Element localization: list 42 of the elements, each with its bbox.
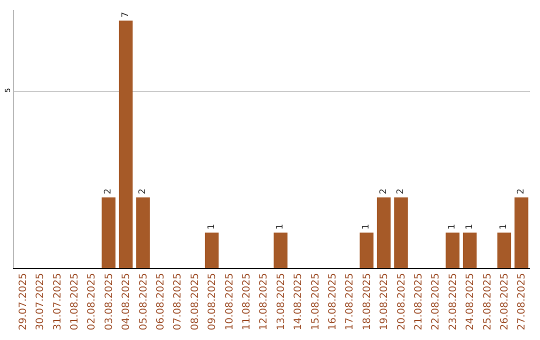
x-tick-label: 04.08.2025 bbox=[121, 273, 132, 330]
x-tick-label: 18.08.2025 bbox=[362, 273, 373, 330]
data-label: 1 bbox=[206, 224, 217, 230]
data-label: 1 bbox=[464, 224, 475, 230]
x-tick-label: 14.08.2025 bbox=[293, 273, 304, 330]
x-tick-label: 10.08.2025 bbox=[224, 273, 236, 330]
x-tick-label: 03.08.2025 bbox=[104, 273, 115, 330]
data-label: 2 bbox=[516, 188, 526, 194]
x-tick-label: 26.08.2025 bbox=[499, 273, 510, 330]
x-tick-label: 07.08.2025 bbox=[172, 273, 184, 330]
x-tick-label: 06.08.2025 bbox=[155, 273, 166, 330]
x-tick-label: 11.08.2025 bbox=[241, 273, 252, 330]
data-label: 7 bbox=[120, 12, 131, 18]
x-tick-label: 31.07.2025 bbox=[52, 273, 64, 330]
data-label: 1 bbox=[362, 224, 372, 230]
x-tick-label: 30.07.2025 bbox=[35, 273, 46, 330]
x-tick-label: 25.08.2025 bbox=[482, 273, 494, 330]
x-tick-label: 02.08.2025 bbox=[86, 273, 98, 330]
x-tick-label: 19.08.2025 bbox=[379, 273, 390, 330]
data-label: 2 bbox=[396, 188, 406, 194]
x-tick-label: 23.08.2025 bbox=[448, 273, 459, 330]
x-tick-label: 16.08.2025 bbox=[327, 273, 338, 330]
x-tick-label: 27.08.2025 bbox=[516, 273, 528, 330]
data-label: 1 bbox=[499, 224, 510, 230]
x-tick-label: 01.08.2025 bbox=[69, 273, 80, 330]
x-tick-label: 20.08.2025 bbox=[396, 273, 408, 330]
x-tick-label: 08.08.2025 bbox=[190, 273, 201, 330]
x-tick-label: 24.08.2025 bbox=[465, 273, 476, 330]
data-label: 2 bbox=[104, 188, 114, 194]
x-tick-label: 09.08.2025 bbox=[207, 273, 218, 330]
x-tick-label: 17.08.2025 bbox=[344, 273, 356, 330]
x-tick-label: 21.08.2025 bbox=[413, 273, 424, 330]
data-label: 1 bbox=[448, 224, 458, 230]
data-label: 2 bbox=[378, 188, 389, 194]
x-tick-label: 15.08.2025 bbox=[310, 273, 322, 330]
x-tick-label: 13.08.2025 bbox=[276, 273, 287, 330]
data-label: 1 bbox=[276, 224, 286, 230]
x-tick-label: 12.08.2025 bbox=[258, 273, 270, 330]
x-tick-label: 22.08.2025 bbox=[430, 273, 442, 330]
x-tick-label: 29.07.2025 bbox=[18, 273, 29, 330]
data-label: 2 bbox=[138, 188, 148, 194]
x-tick-label: 05.08.2025 bbox=[138, 273, 150, 330]
